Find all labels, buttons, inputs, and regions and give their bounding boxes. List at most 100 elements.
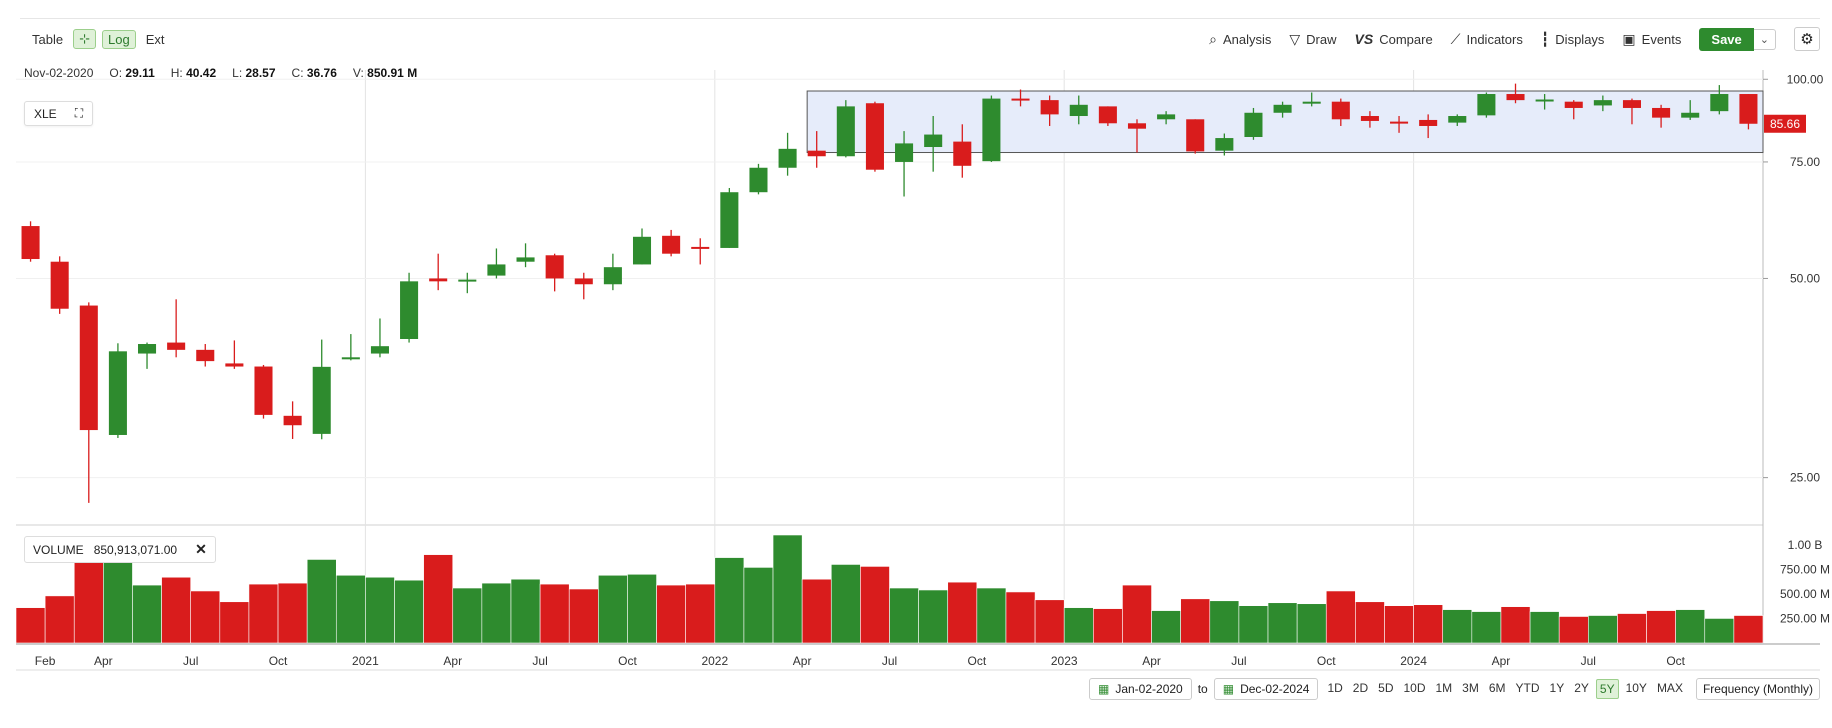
extended-hours-toggle[interactable]: Ext <box>145 31 165 47</box>
volume-bar <box>219 601 250 644</box>
analysis-button[interactable]: ⌕ Analysis <box>1209 32 1271 47</box>
events-button[interactable]: ▣ Events <box>1622 32 1681 47</box>
volume-bar <box>889 587 919 644</box>
volume-bar <box>1325 590 1356 644</box>
ohlc-volume-label: V: <box>352 66 364 80</box>
volume-bar <box>627 573 657 644</box>
volume-bar <box>1238 605 1269 644</box>
draw-label: Draw <box>1306 31 1337 47</box>
volume-bar <box>1675 609 1706 644</box>
candle-body <box>1157 114 1176 120</box>
candle-body <box>836 106 855 157</box>
period-10d[interactable]: 10D <box>1403 681 1426 695</box>
period-2y[interactable]: 2Y <box>1574 681 1589 695</box>
candle-body <box>1739 94 1758 124</box>
candle-body <box>1652 107 1671 118</box>
price-tick-label: 100.00 <box>1787 72 1824 86</box>
gear-icon: ⚙ <box>1800 31 1814 48</box>
volume-bar <box>1704 618 1735 644</box>
candle-body <box>603 267 622 285</box>
last-price-label: 85.66 <box>1770 117 1800 131</box>
period-6m[interactable]: 6M <box>1488 681 1506 695</box>
ohlc-close: C: 36.76 <box>292 66 337 80</box>
symbol-box[interactable]: XLE ⛶ <box>24 101 94 126</box>
settings-button[interactable]: ⚙ <box>1794 27 1820 51</box>
candle-body <box>1331 101 1350 120</box>
candle-body <box>370 346 389 354</box>
volume-bar <box>772 534 803 644</box>
price-tick-label: 75.00 <box>1790 155 1820 169</box>
indicators-button[interactable]: ⟋ Indicators <box>1451 32 1523 47</box>
volume-bar <box>161 576 191 644</box>
volume-bar <box>1180 598 1211 644</box>
draw-button[interactable]: ▽ Draw <box>1289 32 1336 47</box>
candle-body <box>516 257 535 262</box>
volume-bar <box>1005 591 1036 644</box>
period-5y[interactable]: 5Y <box>1595 679 1619 699</box>
volume-bar <box>830 564 861 644</box>
candle-body <box>108 351 127 435</box>
chevron-down-icon: ⌄ <box>1759 33 1769 46</box>
volume-bar <box>1034 599 1065 644</box>
candle-body <box>1215 138 1234 151</box>
volume-bar <box>1151 610 1181 644</box>
frequency-select[interactable]: Frequency (Monthly) <box>1695 678 1820 700</box>
candle-body <box>1011 98 1030 101</box>
volume-bar <box>1588 615 1618 644</box>
candle-body <box>254 366 273 415</box>
ohlc-low: L: 28.57 <box>232 66 275 80</box>
period-2d[interactable]: 2D <box>1352 681 1369 695</box>
candle-body <box>778 148 797 168</box>
volume-bar <box>1122 584 1152 644</box>
period-1d[interactable]: 1D <box>1327 681 1343 695</box>
to-date-value: Dec-02-2024 <box>1240 682 1310 696</box>
candle-body <box>1098 106 1117 124</box>
candle-body <box>953 141 972 166</box>
ohlc-open-value: 29.11 <box>125 66 155 80</box>
candle-body <box>1477 94 1496 116</box>
period-buttons: 1D 2D 5D 10D 1M 3M 6M YTD 1Y 2Y 5Y 10Y MAX <box>1324 679 1686 699</box>
volume-bar <box>1558 616 1589 644</box>
candle-body <box>1564 101 1583 108</box>
candle-body <box>1302 101 1321 104</box>
close-icon[interactable]: ✕ <box>195 541 207 557</box>
save-dropdown[interactable]: ⌄ <box>1753 28 1776 50</box>
ohlc-high-label: H: <box>170 66 183 80</box>
volume-tick-label: 1.00 B <box>1788 538 1823 552</box>
volume-bar <box>15 607 46 644</box>
volume-value: 850,913,071.00 <box>93 542 178 557</box>
volume-bar <box>1442 609 1473 644</box>
candle-body <box>1127 123 1147 129</box>
top-divider <box>20 18 1820 19</box>
volume-bar <box>394 579 424 644</box>
crosshair-toggle[interactable]: ⊹ <box>73 29 96 49</box>
period-ytd[interactable]: YTD <box>1515 681 1540 695</box>
table-toggle[interactable]: Table <box>32 31 64 47</box>
save-button[interactable]: Save <box>1699 27 1754 51</box>
volume-bar <box>452 587 483 644</box>
candle-body <box>1622 100 1642 108</box>
expand-icon[interactable]: ⛶ <box>74 106 84 120</box>
volume-tick-label: 500.00 M <box>1780 587 1830 601</box>
candle-body <box>632 236 652 265</box>
period-1m[interactable]: 1M <box>1435 681 1453 695</box>
compare-button[interactable]: VS Compare <box>1355 32 1433 47</box>
to-date-field[interactable]: ▦ Dec-02-2024 <box>1213 678 1319 700</box>
from-date-field[interactable]: ▦ Jan-02-2020 <box>1088 678 1192 700</box>
compare-label: Compare <box>1379 31 1433 47</box>
displays-button[interactable]: ┇ Displays <box>1541 32 1605 47</box>
period-3m[interactable]: 3M <box>1462 681 1479 695</box>
volume-tick-label: 750.00 M <box>1780 562 1830 576</box>
period-1y[interactable]: 1Y <box>1549 681 1565 695</box>
log-scale-toggle[interactable]: Log <box>101 29 136 49</box>
period-max[interactable]: MAX <box>1656 681 1683 695</box>
volume-bar <box>743 567 774 644</box>
volume-bar <box>539 583 570 644</box>
period-5d[interactable]: 5D <box>1378 681 1394 695</box>
period-10y[interactable]: 10Y <box>1625 681 1647 695</box>
candle-body <box>691 246 710 249</box>
candle-body <box>1273 104 1292 113</box>
volume-bar <box>335 574 366 644</box>
volume-bar <box>656 584 686 644</box>
